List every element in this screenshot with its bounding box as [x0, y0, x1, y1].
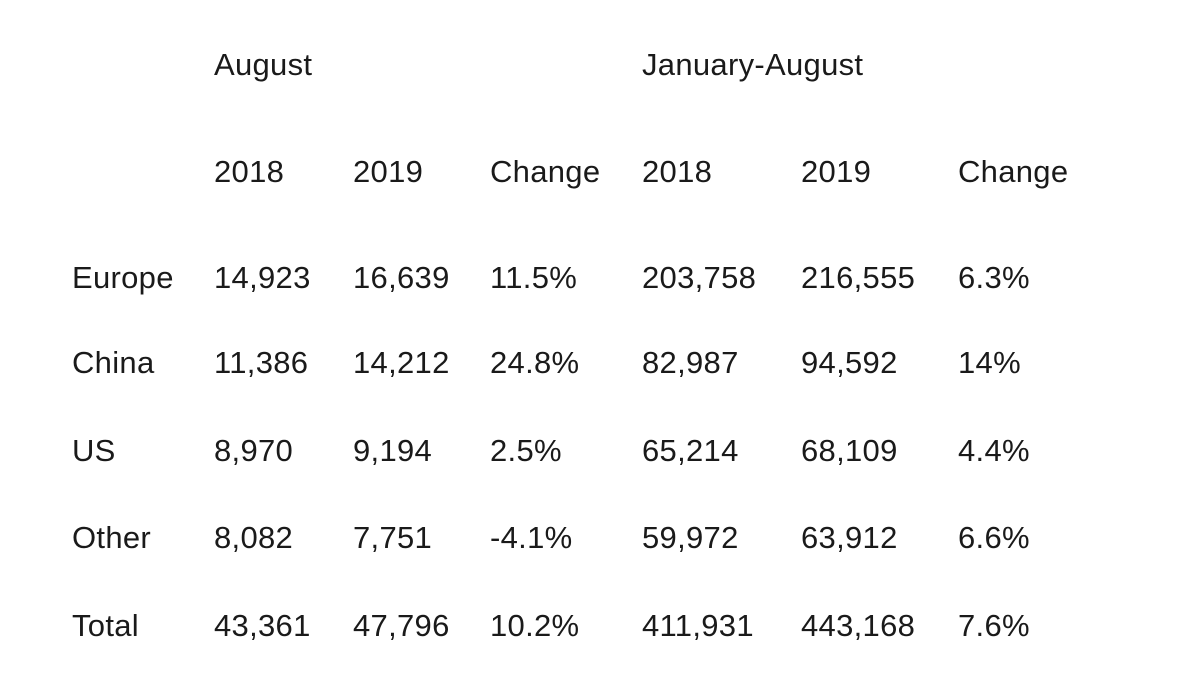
table-cell: 14,212 [353, 345, 450, 380]
table-cell: 6.6% [958, 520, 1030, 555]
table-cell: 16,639 [353, 260, 450, 295]
table-cell: 94,592 [801, 345, 898, 380]
group-header-august: August [214, 47, 313, 82]
column-header-ytd-2018: 2018 [642, 154, 713, 189]
table-cell: 11,386 [214, 345, 309, 380]
table-cell: 8,082 [214, 520, 294, 555]
table-cell: 4.4% [958, 433, 1030, 468]
table-cell: 24.8% [490, 345, 580, 380]
table-cell: 14% [958, 345, 1021, 380]
table-cell: 443,168 [801, 608, 916, 643]
table-cell: 10.2% [490, 608, 580, 643]
table-cell: 65,214 [642, 433, 739, 468]
column-header-ytd-change: Change [958, 154, 1069, 189]
group-header-january-august: January-August [642, 47, 864, 82]
row-label-total: Total [72, 608, 139, 643]
column-header-august-2019: 2019 [353, 154, 424, 189]
table-cell: 43,361 [214, 608, 311, 643]
table-cell: 2.5% [490, 433, 562, 468]
table-cell: 63,912 [801, 520, 898, 555]
table-cell: 68,109 [801, 433, 898, 468]
row-label-europe: Europe [72, 260, 174, 295]
column-header-august-2018: 2018 [214, 154, 285, 189]
table-cell: 6.3% [958, 260, 1030, 295]
table-cell: 203,758 [642, 260, 757, 295]
table-cell: 82,987 [642, 345, 739, 380]
column-header-ytd-2019: 2019 [801, 154, 872, 189]
row-label-other: Other [72, 520, 152, 555]
table-cell: 47,796 [353, 608, 450, 643]
table-cell: 8,970 [214, 433, 294, 468]
row-label-us: US [72, 433, 116, 468]
row-label-china: China [72, 345, 155, 380]
table-cell: 9,194 [353, 433, 433, 468]
table-cell: -4.1% [490, 520, 573, 555]
table-cell: 7.6% [958, 608, 1030, 643]
table-cell: 59,972 [642, 520, 739, 555]
table-cell: 11.5% [490, 260, 578, 295]
table-cell: 7,751 [353, 520, 433, 555]
table-cell: 14,923 [214, 260, 311, 295]
column-header-august-change: Change [490, 154, 601, 189]
table-cell: 216,555 [801, 260, 916, 295]
table-cell: 411,931 [642, 608, 754, 643]
